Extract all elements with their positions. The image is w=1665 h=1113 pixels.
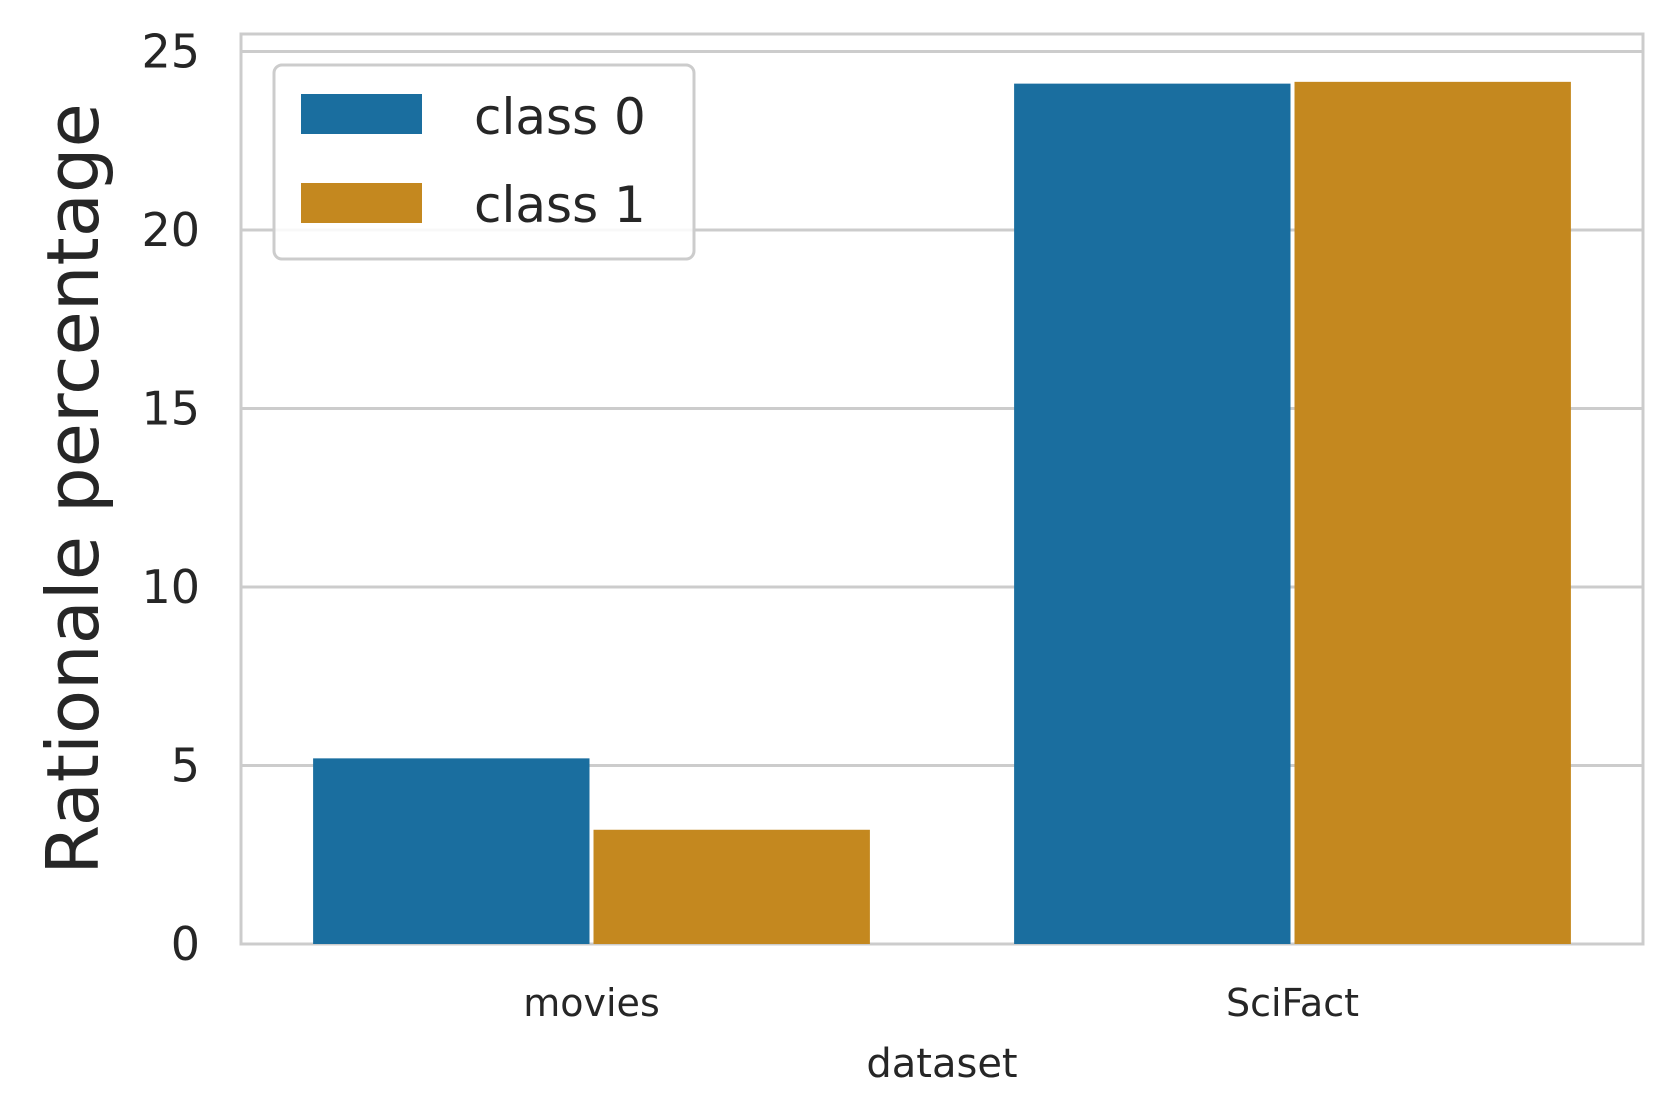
legend-swatch-class-1 — [301, 183, 422, 223]
legend: class 0 class 1 — [272, 63, 696, 261]
bar-scifact-series-0 — [1014, 83, 1291, 944]
x-tick-label: SciFact — [1226, 981, 1359, 1025]
y-tick-labels: 0 5 10 15 20 25 — [141, 25, 200, 972]
bar-movies-series-1 — [593, 829, 870, 944]
y-tick-label: 10 — [141, 560, 200, 614]
x-tick-labels: movies SciFact — [523, 981, 1359, 1025]
plot-frame — [239, 32, 1645, 946]
legend-label-class-1: class 1 — [474, 176, 646, 234]
legend-swatch-class-0 — [301, 94, 422, 134]
legend-label-class-0: class 0 — [474, 88, 646, 146]
bars — [313, 81, 1571, 945]
y-axis-title: Rationale percentage — [31, 103, 115, 875]
bar-scifact-series-1 — [1294, 81, 1571, 945]
x-tick-label: movies — [523, 981, 660, 1025]
y-tick-label: 25 — [141, 25, 200, 79]
y-tick-label: 5 — [171, 739, 200, 793]
x-axis-title: dataset — [866, 1041, 1017, 1087]
y-tick-label: 20 — [141, 203, 200, 257]
y-tick-label: 15 — [141, 382, 200, 436]
y-tick-label: 0 — [171, 917, 200, 971]
bar-movies-series-0 — [313, 758, 590, 944]
